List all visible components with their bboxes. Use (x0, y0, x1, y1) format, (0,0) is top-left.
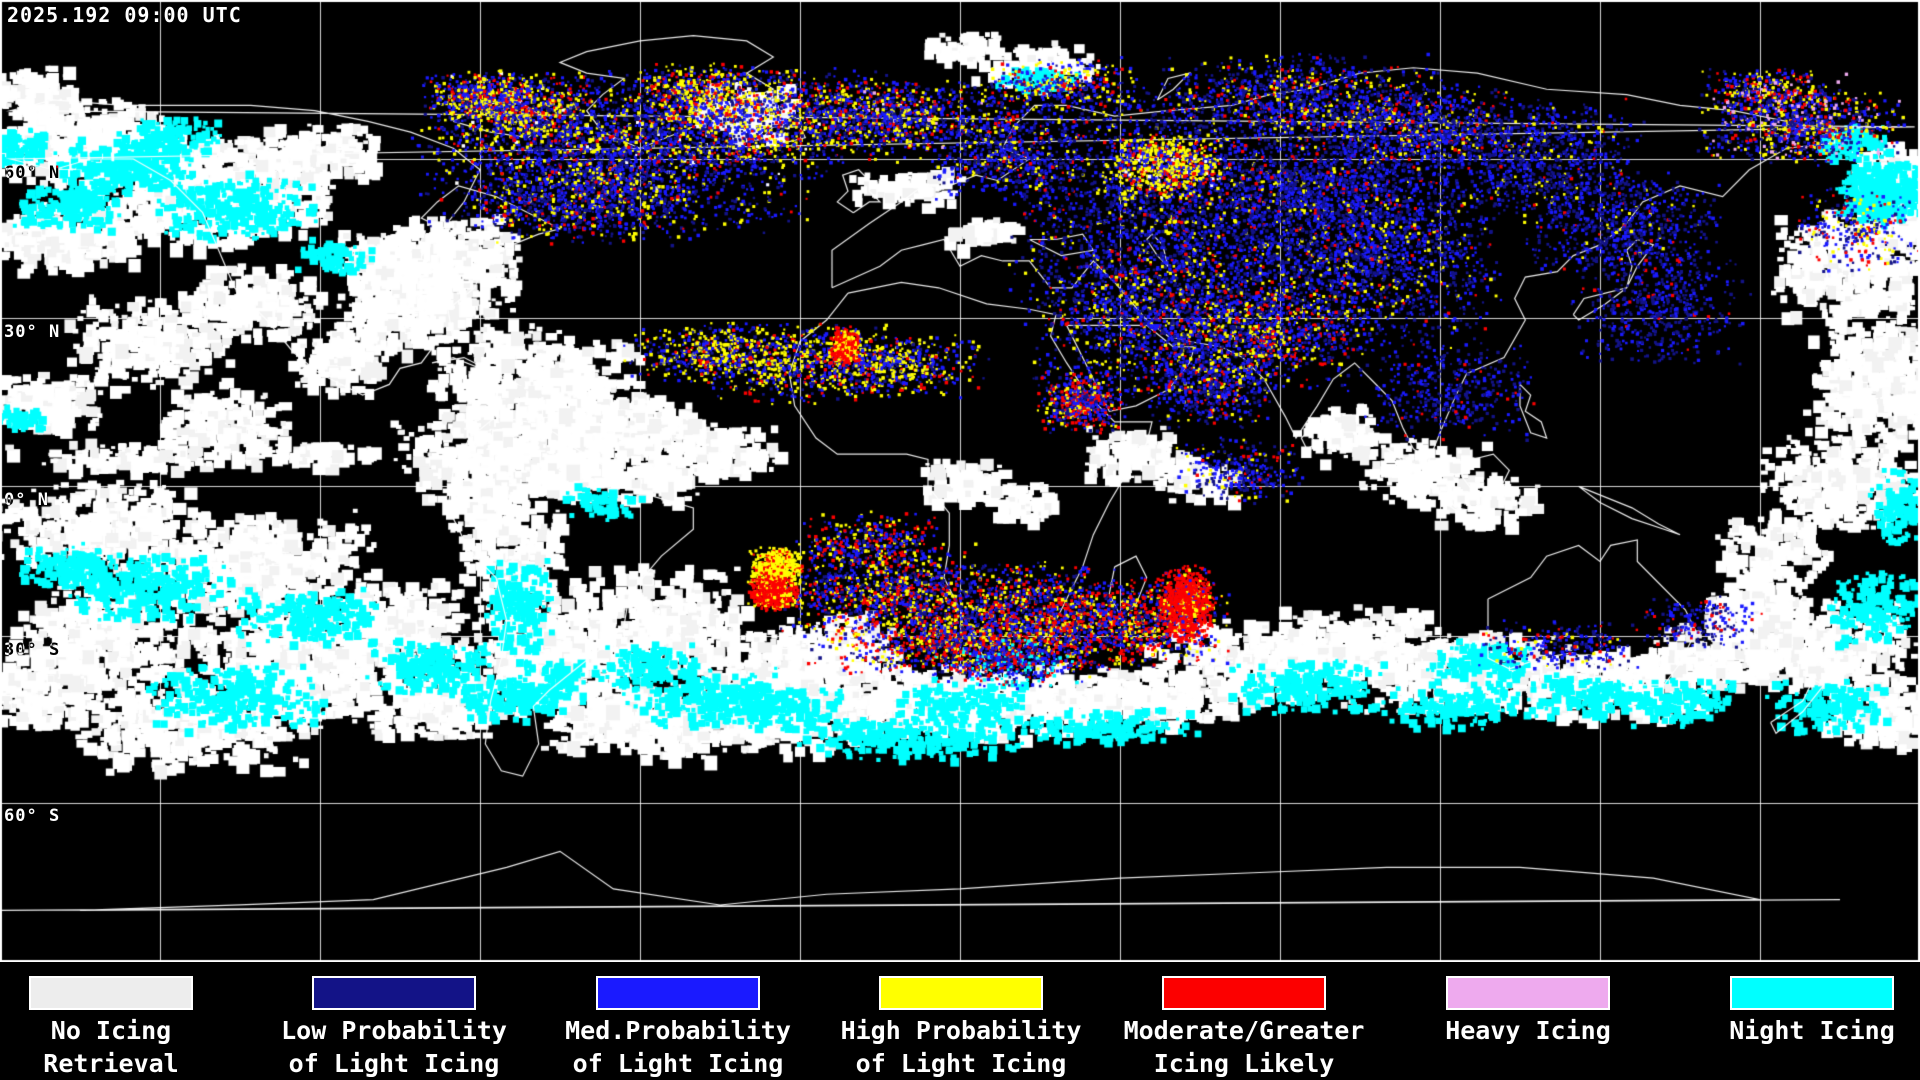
legend-label: High Probability of Light Icing (840, 1016, 1082, 1078)
legend-item-no-icing: No Icing Retrieval (0, 976, 249, 1080)
legend-swatch-night-icing (1730, 976, 1894, 1010)
legend-swatch-med-probability (596, 976, 760, 1010)
legend-swatch-heavy-icing (1446, 976, 1610, 1010)
legend-swatch-moderate-greater (1162, 976, 1326, 1010)
legend-item-heavy-icing: Heavy Icing (1390, 976, 1666, 1047)
legend-label: No Icing Retrieval (43, 1016, 179, 1078)
legend-swatch-low-probability (312, 976, 476, 1010)
legend-item-med-probability: Med.Probability of Light Icing (540, 976, 816, 1080)
legend-swatch-no-icing (29, 976, 193, 1010)
legend-item-night-icing: Night Icing (1674, 976, 1920, 1047)
legend-swatch-high-probability (879, 976, 1043, 1010)
legend-item-high-probability: High Probability of Light Icing (823, 976, 1099, 1080)
legend-label: Heavy Icing (1445, 1016, 1611, 1045)
legend-bar: No Icing Retrieval Low Probability of Ligh… (0, 962, 1920, 1080)
legend-item-moderate-greater: Moderate/Greater Icing Likely (1106, 976, 1382, 1080)
legend-label: Night Icing (1729, 1016, 1895, 1045)
legend-label: Moderate/Greater Icing Likely (1123, 1016, 1365, 1078)
legend-label: Low Probability of Light Icing (281, 1016, 507, 1078)
legend-label: Med.Probability of Light Icing (565, 1016, 791, 1078)
world-map-canvas (0, 0, 1920, 962)
legend-item-low-probability: Low Probability of Light Icing (256, 976, 532, 1080)
